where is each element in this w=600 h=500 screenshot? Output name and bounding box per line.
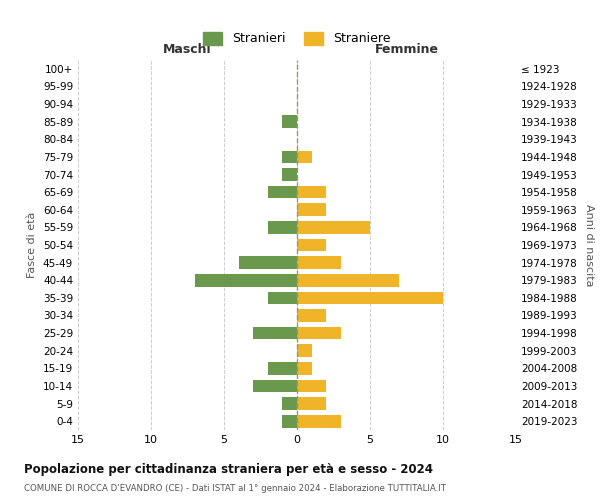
Text: Popolazione per cittadinanza straniera per età e sesso - 2024: Popolazione per cittadinanza straniera p… — [24, 462, 433, 475]
Text: Maschi: Maschi — [163, 44, 212, 57]
Bar — [297, 238, 326, 252]
Bar — [297, 397, 326, 410]
Text: COMUNE DI ROCCA D'EVANDRO (CE) - Dati ISTAT al 1° gennaio 2024 - Elaborazione TU: COMUNE DI ROCCA D'EVANDRO (CE) - Dati IS… — [24, 484, 446, 493]
Bar — [268, 362, 297, 374]
Bar — [297, 344, 311, 357]
Bar — [239, 256, 297, 269]
Bar — [283, 397, 297, 410]
Bar — [253, 327, 297, 340]
Bar — [283, 415, 297, 428]
Bar — [297, 274, 399, 286]
Y-axis label: Anni di nascita: Anni di nascita — [584, 204, 594, 286]
Bar — [283, 116, 297, 128]
Bar — [297, 327, 341, 340]
Bar — [297, 221, 370, 234]
Text: Femmine: Femmine — [374, 44, 439, 57]
Bar — [268, 186, 297, 198]
Bar — [195, 274, 297, 286]
Bar — [283, 168, 297, 181]
Bar — [297, 292, 443, 304]
Bar — [268, 292, 297, 304]
Bar — [253, 380, 297, 392]
Bar — [268, 221, 297, 234]
Bar — [283, 150, 297, 163]
Legend: Stranieri, Straniere: Stranieri, Straniere — [197, 26, 397, 52]
Bar — [297, 186, 326, 198]
Y-axis label: Fasce di età: Fasce di età — [28, 212, 37, 278]
Bar — [297, 256, 341, 269]
Bar — [297, 150, 311, 163]
Bar — [297, 362, 311, 374]
Bar — [297, 415, 341, 428]
Bar — [297, 309, 326, 322]
Bar — [297, 380, 326, 392]
Bar — [297, 204, 326, 216]
